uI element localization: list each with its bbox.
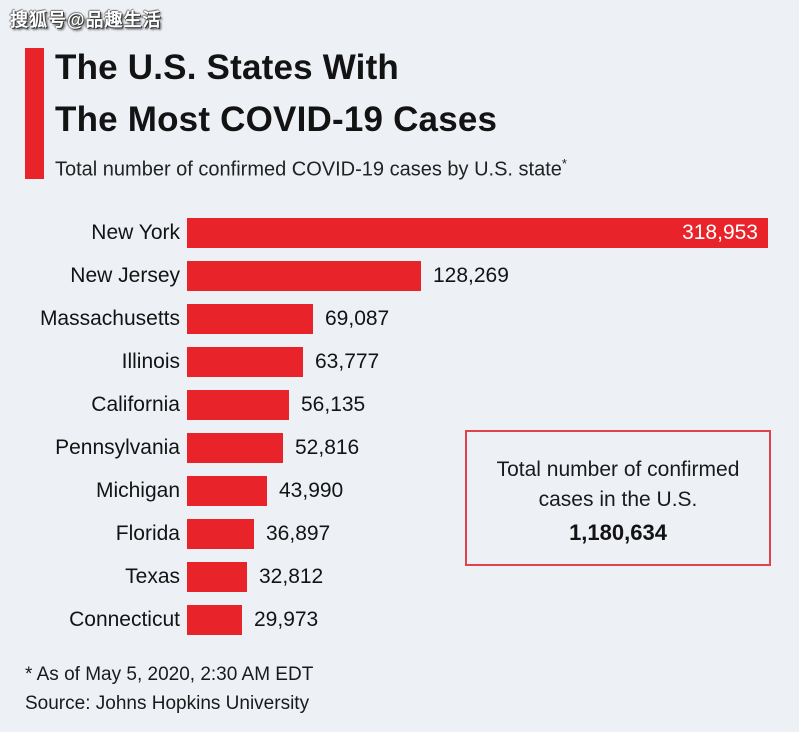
bar-value: 56,135 (301, 393, 366, 416)
bar (187, 390, 289, 420)
page-subtitle: Total number of confirmed COVID-19 cases… (55, 156, 567, 182)
state-label: New York (91, 221, 180, 244)
bar-track: 29,973 (187, 605, 799, 635)
chart-row: New York 318,953 (0, 218, 799, 248)
chart-row: Florida 36,897 (0, 519, 799, 549)
bar-track: 36,897 (187, 519, 799, 549)
bar-track: 318,953 (187, 218, 799, 248)
state-label: Michigan (95, 479, 180, 502)
bar (187, 261, 421, 291)
bar (187, 304, 313, 334)
chart-row: California 56,135 (0, 390, 799, 420)
state-label: Texas (125, 565, 180, 588)
total-box-line-2: cases in the U.S. (538, 488, 698, 511)
page-title: The U.S. States With The Most COVID-19 Ca… (55, 42, 497, 146)
chart-row: Michigan 43,990 (0, 476, 799, 506)
bar-value: 69,087 (325, 307, 390, 330)
bar-value: 43,990 (279, 479, 344, 502)
chart-row: New Jersey 128,269 (0, 261, 799, 291)
state-label: Massachusetts (39, 307, 180, 330)
bar (187, 562, 247, 592)
bar-track: 128,269 (187, 261, 799, 291)
bar-track: 69,087 (187, 304, 799, 334)
bar-value: 318,953 (682, 221, 758, 244)
bar (187, 605, 242, 635)
bar-value: 63,777 (315, 350, 380, 373)
chart-row: Texas 32,812 (0, 562, 799, 592)
state-label: Florida (115, 522, 180, 545)
total-box-line-1: Total number of confirmed (496, 458, 740, 481)
bar-value: 32,812 (259, 565, 324, 588)
title-line-2: The Most COVID-19 Cases (55, 100, 498, 139)
chart-row: Illinois 63,777 (0, 347, 799, 377)
title-line-1: The U.S. States With (55, 48, 400, 87)
bar-track: 43,990 (187, 476, 799, 506)
bar: 318,953 (187, 218, 768, 248)
bar-chart: New York 318,953 New Jersey 128,269 Massachu… (0, 218, 799, 648)
source-text: Source: Johns Hopkins University (25, 693, 310, 714)
bar-track: 52,816 (187, 433, 799, 463)
footnote-marker: * (561, 156, 567, 171)
bar (187, 347, 303, 377)
chart-row: Pennsylvania 52,816 (0, 433, 799, 463)
state-label: California (91, 393, 180, 416)
bar-value: 36,897 (266, 522, 331, 545)
total-cases-box: Total number of confirmed cases in the U… (465, 430, 771, 566)
bar (187, 519, 254, 549)
title-accent-bar (25, 48, 44, 179)
watermark-sohu: 搜狐号@品趣生活 (10, 10, 162, 30)
bar-track: 63,777 (187, 347, 799, 377)
bar-value: 128,269 (433, 264, 509, 287)
bar-value: 52,816 (295, 436, 360, 459)
bar-track: 32,812 (187, 562, 799, 592)
state-label: Connecticut (69, 608, 180, 631)
bar-value: 29,973 (254, 608, 319, 631)
state-label: Illinois (121, 350, 180, 373)
footnote-text: * As of May 5, 2020, 2:30 AM EDT (25, 664, 314, 685)
bar-track: 56,135 (187, 390, 799, 420)
bar (187, 476, 267, 506)
footer: * As of May 5, 2020, 2:30 AM EDT Source:… (25, 660, 313, 718)
bar (187, 433, 283, 463)
chart-row: Massachusetts 69,087 (0, 304, 799, 334)
chart-row: Connecticut 29,973 (0, 605, 799, 635)
state-label: Pennsylvania (55, 436, 180, 459)
subtitle-text: Total number of confirmed COVID-19 cases… (55, 158, 562, 181)
state-label: New Jersey (70, 264, 180, 287)
total-cases-value: 1,180,634 (569, 520, 667, 545)
